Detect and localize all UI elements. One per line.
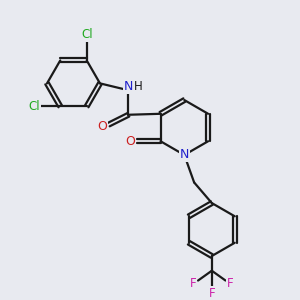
Text: F: F (227, 277, 234, 290)
Text: F: F (208, 287, 215, 300)
Text: Cl: Cl (81, 28, 92, 41)
Text: N: N (180, 148, 189, 161)
Text: O: O (97, 120, 107, 133)
Text: O: O (125, 135, 135, 148)
Text: N: N (124, 80, 133, 93)
Text: H: H (134, 80, 142, 93)
Text: F: F (190, 277, 196, 290)
Text: Cl: Cl (28, 100, 40, 113)
